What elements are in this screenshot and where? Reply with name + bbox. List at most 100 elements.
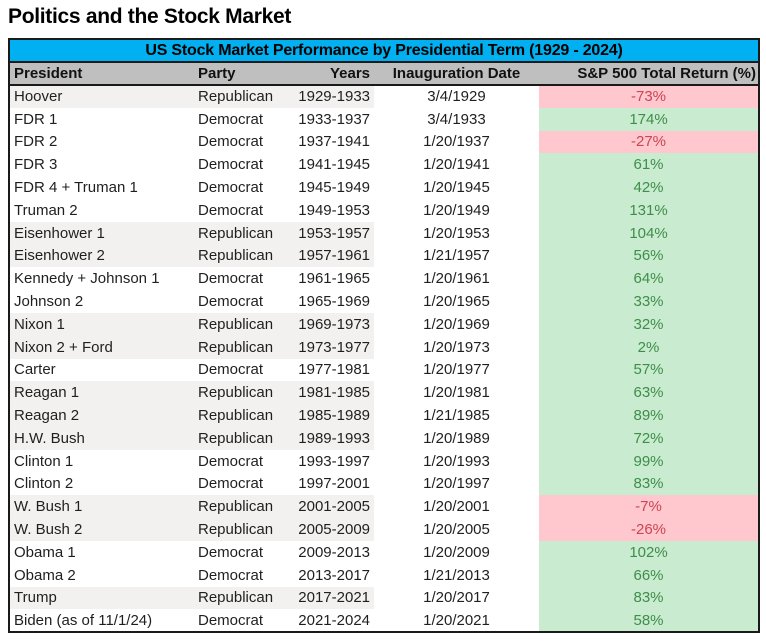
- cell-years: 1937-1941: [289, 130, 374, 154]
- cell-sp500-return: 2%: [539, 335, 759, 359]
- table-body: Hoover Republican 1929-1933 3/4/1929 -73…: [9, 85, 759, 633]
- cell-years: 1961-1965: [289, 267, 374, 291]
- cell-party: Democrat: [194, 153, 289, 177]
- cell-inauguration-date: 1/20/2001: [374, 495, 539, 519]
- cell-sp500-return: 32%: [539, 312, 759, 336]
- table-row: Clinton 1 Democrat 1993-1997 1/20/1993 9…: [9, 449, 759, 473]
- cell-years: 2021-2024: [289, 609, 374, 633]
- cell-years: 1977-1981: [289, 358, 374, 382]
- cell-sp500-return: 99%: [539, 449, 759, 473]
- cell-party: Republican: [194, 221, 289, 245]
- cell-party: Democrat: [194, 176, 289, 199]
- cell-sp500-return: 61%: [539, 153, 759, 177]
- table-row: W. Bush 2 Republican 2005-2009 1/20/2005…: [9, 518, 759, 541]
- column-header-row: President Party Years Inauguration Date …: [9, 62, 759, 86]
- cell-inauguration-date: 3/4/1929: [374, 85, 539, 108]
- cell-party: Democrat: [194, 130, 289, 154]
- cell-sp500-return: 83%: [539, 472, 759, 496]
- cell-sp500-return: 66%: [539, 563, 759, 587]
- cell-party: Democrat: [194, 198, 289, 222]
- cell-sp500-return: 57%: [539, 358, 759, 382]
- cell-years: 1973-1977: [289, 335, 374, 359]
- table-row: Reagan 2 Republican 1985-1989 1/21/1985 …: [9, 404, 759, 427]
- cell-sp500-return: 83%: [539, 586, 759, 610]
- table-row: Obama 1 Democrat 2009-2013 1/20/2009 102…: [9, 540, 759, 564]
- table-row: FDR 4 + Truman 1 Democrat 1945-1949 1/20…: [9, 176, 759, 199]
- table-row: Eisenhower 2 Republican 1957-1961 1/21/1…: [9, 244, 759, 268]
- cell-sp500-return: 58%: [539, 609, 759, 633]
- cell-inauguration-date: 1/20/1961: [374, 267, 539, 291]
- cell-party: Democrat: [194, 107, 289, 131]
- cell-inauguration-date: 1/20/2005: [374, 518, 539, 541]
- cell-inauguration-date: 1/20/1965: [374, 290, 539, 313]
- table-row: Nixon 2 + Ford Republican 1973-1977 1/20…: [9, 335, 759, 359]
- cell-president: Johnson 2: [9, 290, 194, 313]
- cell-sp500-return: -27%: [539, 130, 759, 154]
- cell-sp500-return: 64%: [539, 267, 759, 291]
- cell-inauguration-date: 1/20/1993: [374, 449, 539, 473]
- cell-party: Republican: [194, 85, 289, 108]
- table-row: Kennedy + Johnson 1 Democrat 1961-1965 1…: [9, 267, 759, 291]
- table-row: Eisenhower 1 Republican 1953-1957 1/20/1…: [9, 221, 759, 245]
- cell-party: Democrat: [194, 609, 289, 633]
- cell-president: FDR 4 + Truman 1: [9, 176, 194, 199]
- cell-sp500-return: 63%: [539, 381, 759, 405]
- col-header-party: Party: [194, 62, 289, 86]
- cell-president: Reagan 1: [9, 381, 194, 405]
- cell-years: 1945-1949: [289, 176, 374, 199]
- cell-president: Nixon 2 + Ford: [9, 335, 194, 359]
- cell-sp500-return: 33%: [539, 290, 759, 313]
- cell-party: Democrat: [194, 563, 289, 587]
- cell-party: Democrat: [194, 540, 289, 564]
- cell-inauguration-date: 1/20/1937: [374, 130, 539, 154]
- table-title: US Stock Market Performance by President…: [9, 39, 759, 63]
- cell-sp500-return: 42%: [539, 176, 759, 199]
- table-row: FDR 1 Democrat 1933-1937 3/4/1933 174%: [9, 107, 759, 131]
- cell-years: 1969-1973: [289, 312, 374, 336]
- cell-president: FDR 3: [9, 153, 194, 177]
- cell-sp500-return: 72%: [539, 426, 759, 450]
- cell-party: Republican: [194, 586, 289, 610]
- cell-sp500-return: -73%: [539, 85, 759, 108]
- cell-inauguration-date: 1/20/1981: [374, 381, 539, 405]
- col-header-years: Years: [289, 62, 374, 86]
- cell-sp500-return: 131%: [539, 198, 759, 222]
- cell-president: Clinton 1: [9, 449, 194, 473]
- stock-market-table: US Stock Market Performance by President…: [8, 38, 760, 634]
- cell-president: W. Bush 2: [9, 518, 194, 541]
- cell-president: Carter: [9, 358, 194, 382]
- cell-party: Republican: [194, 426, 289, 450]
- cell-party: Republican: [194, 495, 289, 519]
- cell-inauguration-date: 1/20/1997: [374, 472, 539, 496]
- cell-inauguration-date: 1/21/2013: [374, 563, 539, 587]
- table-row: FDR 2 Democrat 1937-1941 1/20/1937 -27%: [9, 130, 759, 154]
- cell-years: 1941-1945: [289, 153, 374, 177]
- cell-sp500-return: -7%: [539, 495, 759, 519]
- cell-years: 1953-1957: [289, 221, 374, 245]
- cell-inauguration-date: 1/20/1969: [374, 312, 539, 336]
- cell-president: Clinton 2: [9, 472, 194, 496]
- cell-sp500-return: -26%: [539, 518, 759, 541]
- table-row: Johnson 2 Democrat 1965-1969 1/20/1965 3…: [9, 290, 759, 313]
- cell-inauguration-date: 1/21/1985: [374, 404, 539, 427]
- cell-years: 2009-2013: [289, 540, 374, 564]
- cell-party: Republican: [194, 381, 289, 405]
- table-row: W. Bush 1 Republican 2001-2005 1/20/2001…: [9, 495, 759, 519]
- cell-years: 1965-1969: [289, 290, 374, 313]
- cell-sp500-return: 56%: [539, 244, 759, 268]
- table-row: Nixon 1 Republican 1969-1973 1/20/1969 3…: [9, 312, 759, 336]
- cell-years: 2017-2021: [289, 586, 374, 610]
- table-title-row: US Stock Market Performance by President…: [9, 39, 759, 63]
- cell-inauguration-date: 1/21/1957: [374, 244, 539, 268]
- cell-years: 1989-1993: [289, 426, 374, 450]
- cell-years: 1985-1989: [289, 404, 374, 427]
- cell-inauguration-date: 1/20/1949: [374, 198, 539, 222]
- table-row: Carter Democrat 1977-1981 1/20/1977 57%: [9, 358, 759, 382]
- table-row: Reagan 1 Republican 1981-1985 1/20/1981 …: [9, 381, 759, 405]
- cell-party: Republican: [194, 518, 289, 541]
- cell-party: Democrat: [194, 358, 289, 382]
- cell-years: 2005-2009: [289, 518, 374, 541]
- cell-president: Trump: [9, 586, 194, 610]
- cell-inauguration-date: 1/20/2021: [374, 609, 539, 633]
